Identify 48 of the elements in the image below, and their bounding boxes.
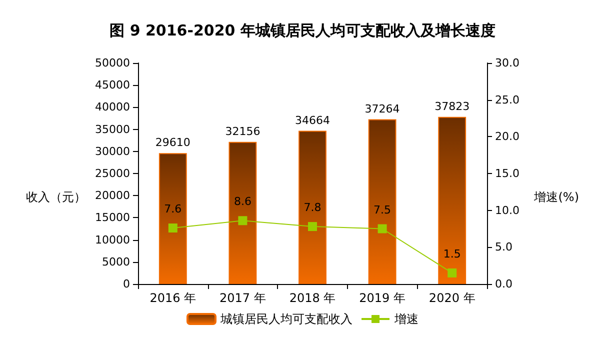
data-label: 32156 xyxy=(225,124,260,138)
data-label: 1.5 xyxy=(443,247,461,260)
y-tick-label: 25000 xyxy=(95,167,130,180)
data-label: 37823 xyxy=(434,100,470,113)
bar xyxy=(438,116,466,284)
y2-tick-label: 25.0 xyxy=(495,93,520,106)
y-tick-label: 40000 xyxy=(95,100,130,114)
point xyxy=(168,224,178,233)
x-tick-label: 2020 年 xyxy=(428,291,476,305)
y2-axis-title: 增速(%) xyxy=(533,190,579,204)
y-tick-label: 0 xyxy=(123,278,130,290)
y-tick-label: 15000 xyxy=(95,211,130,224)
y2-tick-label: 10.0 xyxy=(495,204,520,217)
x-tick-label: 2018 年 xyxy=(289,291,336,305)
bar xyxy=(298,130,326,284)
x-tick-label: 2019 年 xyxy=(359,291,406,305)
data-label: 7.8 xyxy=(304,201,322,214)
x-tick-label: 2017 年 xyxy=(220,291,266,305)
y-tick-label: 50000 xyxy=(95,56,130,70)
point xyxy=(378,224,387,234)
y-tick-label: 5000 xyxy=(102,255,130,268)
y2-tick-label: 20.0 xyxy=(495,130,520,144)
point xyxy=(448,268,457,278)
bar xyxy=(158,153,187,284)
chart-title: 图 9 2016-2020 年城镇居民人均可支配收入及增长速度 xyxy=(110,22,496,40)
bar xyxy=(228,142,257,284)
data-label: 7.6 xyxy=(164,202,182,216)
point xyxy=(308,222,317,232)
y-tick-label: 10000 xyxy=(95,233,130,246)
data-label: 34664 xyxy=(295,114,330,127)
y-tick-label: 45000 xyxy=(95,78,130,92)
legend-label: 增速 xyxy=(394,312,418,326)
y-axis-title: 收入（元） xyxy=(26,190,86,204)
y2-tick-label: 30.0 xyxy=(495,56,520,70)
data-label: 29610 xyxy=(155,136,190,150)
y2-tick-label: 5.0 xyxy=(495,240,512,254)
legend-label: 城镇居民人均可支配收入 xyxy=(220,312,352,326)
y-tick-label: 30000 xyxy=(95,144,130,158)
y-tick-label: 20000 xyxy=(95,189,130,202)
y-tick-label: 35000 xyxy=(95,122,130,136)
x-tick-label: 2016 年 xyxy=(150,291,196,305)
data-label: 37264 xyxy=(364,102,400,116)
y2-tick-label: 15.0 xyxy=(495,167,520,180)
bar xyxy=(368,119,396,284)
point xyxy=(238,216,248,226)
y2-tick-label: 0.0 xyxy=(495,278,512,290)
data-label: 8.6 xyxy=(234,195,252,208)
data-label: 7.5 xyxy=(374,203,392,216)
